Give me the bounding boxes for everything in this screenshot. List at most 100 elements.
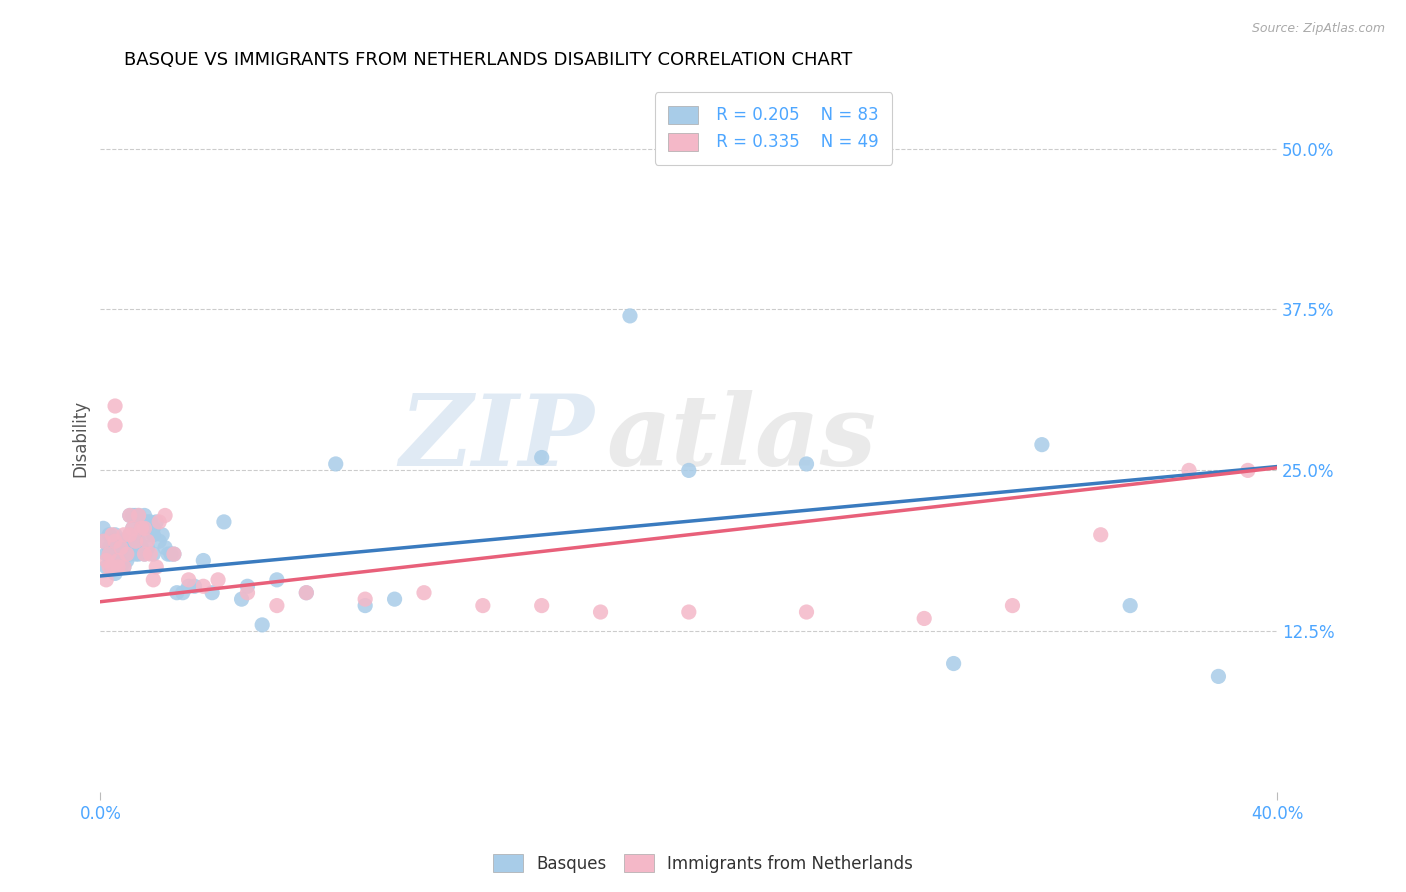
Point xyxy=(98,541,121,555)
Point xyxy=(124,534,146,549)
Point xyxy=(110,560,132,574)
Point xyxy=(160,547,183,561)
Point xyxy=(153,541,176,555)
Point xyxy=(107,553,129,567)
Point xyxy=(121,508,143,523)
Legend: Basques, Immigrants from Netherlands: Basques, Immigrants from Netherlands xyxy=(486,847,920,880)
Point xyxy=(177,573,200,587)
Point xyxy=(295,585,318,599)
Point xyxy=(177,579,200,593)
Point xyxy=(619,309,641,323)
Point xyxy=(1237,463,1260,477)
Point xyxy=(413,585,436,599)
Point xyxy=(471,599,494,613)
Point xyxy=(91,534,114,549)
Point xyxy=(112,534,135,549)
Point xyxy=(101,560,124,574)
Point xyxy=(98,560,121,574)
Point xyxy=(118,528,141,542)
Point xyxy=(107,560,129,574)
Point xyxy=(148,515,170,529)
Point xyxy=(1178,463,1201,477)
Point xyxy=(101,534,124,549)
Point xyxy=(678,605,700,619)
Point xyxy=(118,508,141,523)
Point xyxy=(157,547,180,561)
Point xyxy=(942,657,965,671)
Point xyxy=(145,560,167,574)
Point xyxy=(128,508,150,523)
Point xyxy=(796,457,818,471)
Point xyxy=(136,515,159,529)
Point xyxy=(101,560,124,574)
Point xyxy=(121,521,143,535)
Point xyxy=(112,528,135,542)
Point xyxy=(183,579,205,593)
Point xyxy=(1090,528,1112,542)
Point xyxy=(139,515,162,529)
Point xyxy=(266,599,288,613)
Point xyxy=(354,592,377,607)
Point xyxy=(112,560,135,574)
Point xyxy=(142,521,165,535)
Point xyxy=(112,547,135,561)
Point xyxy=(96,553,118,567)
Point xyxy=(142,547,165,561)
Point xyxy=(1119,599,1142,613)
Point xyxy=(91,521,114,535)
Point xyxy=(212,515,235,529)
Point xyxy=(104,528,127,542)
Point xyxy=(110,560,132,574)
Point xyxy=(139,547,162,561)
Point xyxy=(110,547,132,561)
Point xyxy=(912,611,935,625)
Point xyxy=(104,547,127,561)
Point xyxy=(121,534,143,549)
Point xyxy=(118,541,141,555)
Point xyxy=(236,579,259,593)
Point xyxy=(96,560,118,574)
Point xyxy=(134,547,156,561)
Point xyxy=(193,579,215,593)
Point xyxy=(148,534,170,549)
Point xyxy=(96,573,118,587)
Point xyxy=(115,547,138,561)
Point xyxy=(134,547,156,561)
Point xyxy=(110,541,132,555)
Point xyxy=(104,418,127,433)
Point xyxy=(207,573,229,587)
Point xyxy=(530,450,553,465)
Point xyxy=(101,528,124,542)
Point xyxy=(121,521,143,535)
Text: BASQUE VS IMMIGRANTS FROM NETHERLANDS DISABILITY CORRELATION CHART: BASQUE VS IMMIGRANTS FROM NETHERLANDS DI… xyxy=(124,51,852,69)
Point xyxy=(142,528,165,542)
Legend:  R = 0.205    N = 83,  R = 0.335    N = 49: R = 0.205 N = 83, R = 0.335 N = 49 xyxy=(655,93,893,165)
Point xyxy=(250,618,273,632)
Point xyxy=(530,599,553,613)
Point xyxy=(107,560,129,574)
Point xyxy=(134,521,156,535)
Point xyxy=(325,457,347,471)
Point xyxy=(115,534,138,549)
Point xyxy=(201,585,224,599)
Point xyxy=(118,508,141,523)
Point xyxy=(172,585,194,599)
Y-axis label: Disability: Disability xyxy=(72,400,89,476)
Point xyxy=(193,553,215,567)
Point xyxy=(128,534,150,549)
Point xyxy=(112,547,135,561)
Point xyxy=(124,534,146,549)
Point xyxy=(163,547,186,561)
Point xyxy=(118,528,141,542)
Point xyxy=(110,534,132,549)
Point xyxy=(1001,599,1024,613)
Point xyxy=(131,521,153,535)
Point xyxy=(142,573,165,587)
Point xyxy=(166,585,188,599)
Text: Source: ZipAtlas.com: Source: ZipAtlas.com xyxy=(1251,22,1385,36)
Point xyxy=(131,541,153,555)
Point xyxy=(98,528,121,542)
Point xyxy=(163,547,186,561)
Point xyxy=(589,605,612,619)
Point xyxy=(136,534,159,549)
